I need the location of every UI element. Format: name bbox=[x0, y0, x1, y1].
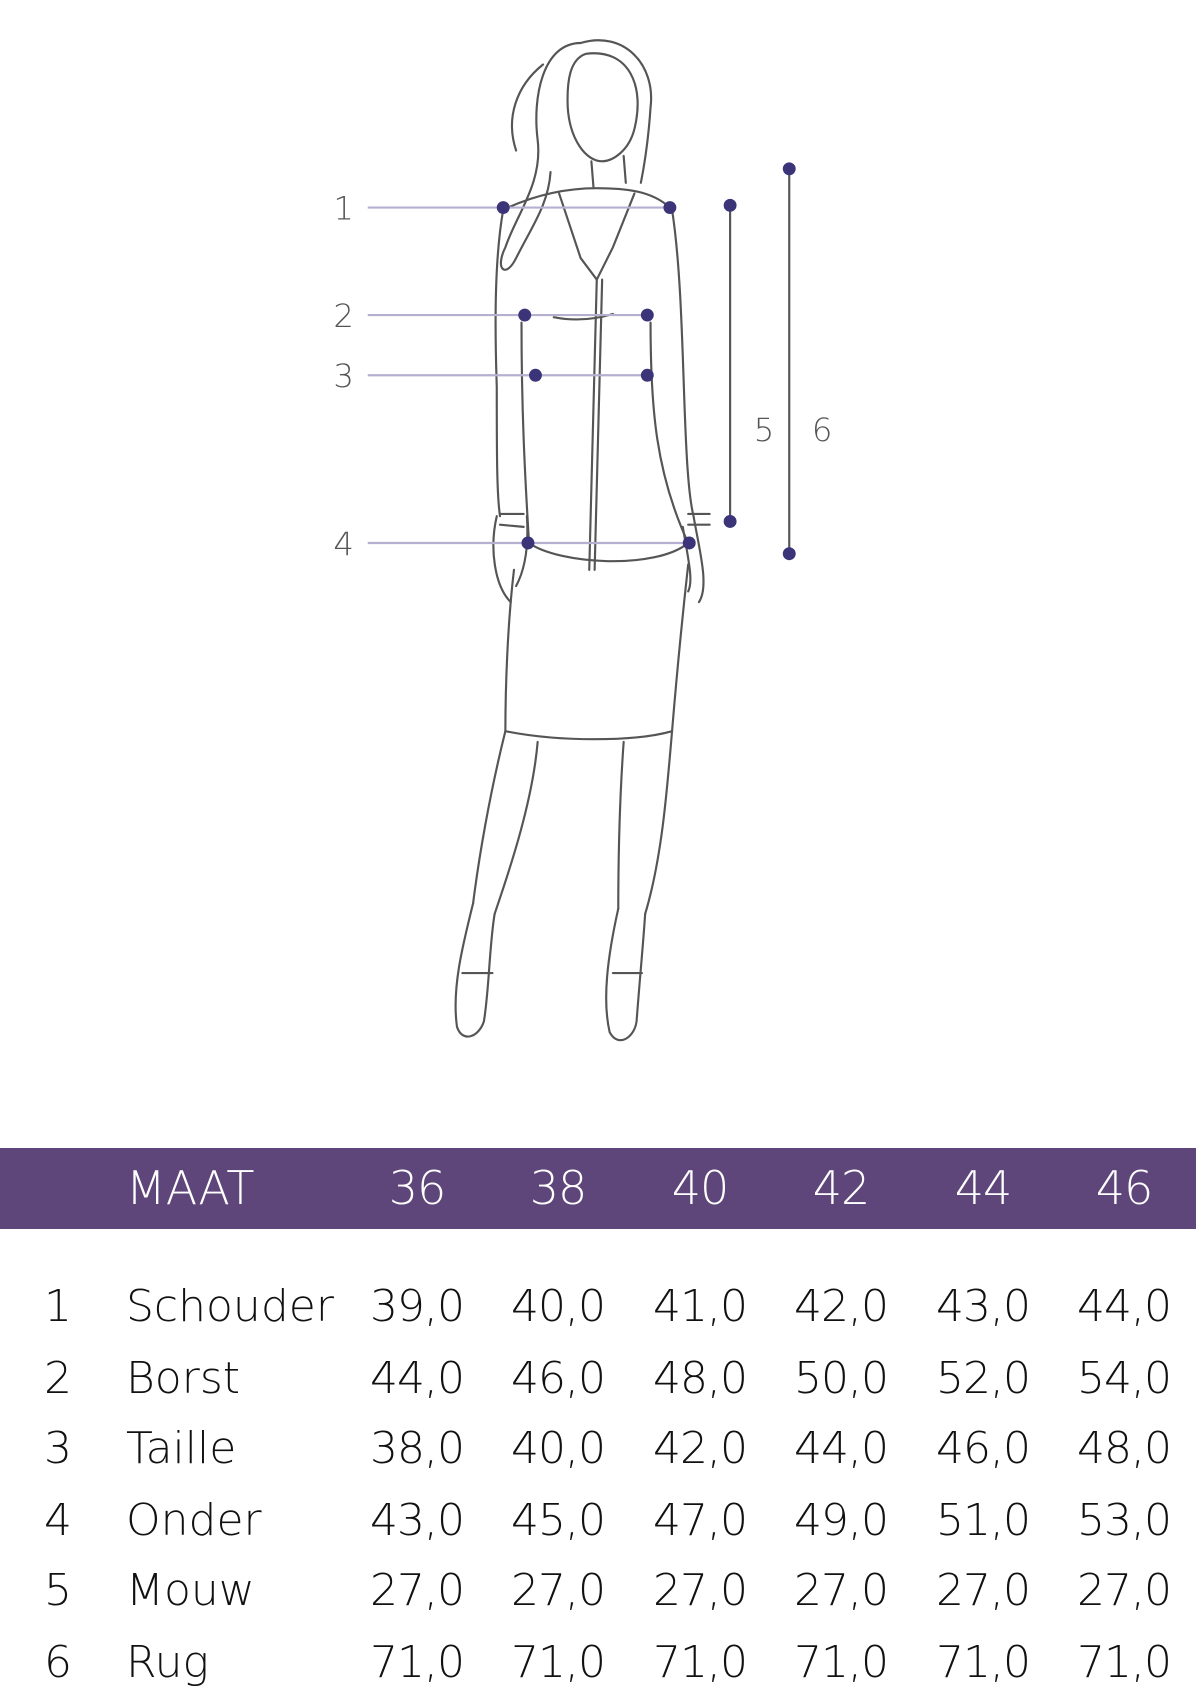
table-row: 1 Schouder 39,0 40,0 41,0 42,0 43,0 44,0 bbox=[0, 1277, 1200, 1337]
row-number: 5 bbox=[44, 1565, 72, 1616]
table-row: 4 Onder 43,0 45,0 47,0 49,0 51,0 53,0 bbox=[0, 1491, 1200, 1551]
row-value: 39,0 bbox=[370, 1281, 465, 1332]
header-size: 42 bbox=[812, 1161, 871, 1215]
row-value: 52,0 bbox=[936, 1353, 1031, 1404]
row-value: 54,0 bbox=[1077, 1353, 1172, 1404]
table-row: 6 Rug 71,0 71,0 71,0 71,0 71,0 71,0 bbox=[0, 1633, 1200, 1693]
row-value: 44,0 bbox=[794, 1423, 889, 1474]
measure-label-4: 4 bbox=[333, 525, 354, 563]
row-value: 49,0 bbox=[794, 1495, 889, 1546]
row-label: Onder bbox=[126, 1495, 262, 1546]
row-number: 1 bbox=[44, 1281, 72, 1332]
header-size: 44 bbox=[954, 1161, 1013, 1215]
row-value: 51,0 bbox=[936, 1495, 1031, 1546]
row-value: 50,0 bbox=[794, 1353, 889, 1404]
row-value: 71,0 bbox=[653, 1637, 748, 1688]
row-value: 48,0 bbox=[653, 1353, 748, 1404]
header-size: 40 bbox=[671, 1161, 730, 1215]
row-value: 42,0 bbox=[653, 1423, 748, 1474]
row-value: 27,0 bbox=[653, 1565, 748, 1616]
row-label: Borst bbox=[126, 1353, 240, 1404]
row-value: 27,0 bbox=[936, 1565, 1031, 1616]
row-value: 45,0 bbox=[511, 1495, 606, 1546]
header-size: 36 bbox=[388, 1161, 447, 1215]
row-number: 6 bbox=[44, 1637, 72, 1688]
row-value: 43,0 bbox=[936, 1281, 1031, 1332]
header-size: 38 bbox=[529, 1161, 588, 1215]
row-value: 27,0 bbox=[1077, 1565, 1172, 1616]
measure-label-1: 1 bbox=[333, 189, 354, 227]
table-row: 2 Borst 44,0 46,0 48,0 50,0 52,0 54,0 bbox=[0, 1349, 1200, 1409]
header-size: 46 bbox=[1095, 1161, 1154, 1215]
table-row: 3 Taille 38,0 40,0 42,0 44,0 46,0 48,0 bbox=[0, 1419, 1200, 1479]
woman-outline-drawing bbox=[454, 39, 711, 1042]
row-value: 40,0 bbox=[511, 1281, 606, 1332]
measurement-dots bbox=[496, 162, 796, 561]
row-value: 27,0 bbox=[794, 1565, 889, 1616]
row-value: 71,0 bbox=[936, 1637, 1031, 1688]
row-value: 71,0 bbox=[511, 1637, 606, 1688]
row-value: 53,0 bbox=[1077, 1495, 1172, 1546]
row-number: 3 bbox=[44, 1423, 72, 1474]
measure-label-3: 3 bbox=[333, 357, 354, 395]
row-value: 44,0 bbox=[1077, 1281, 1172, 1332]
measure-label-2: 2 bbox=[333, 297, 354, 335]
row-value: 44,0 bbox=[370, 1353, 465, 1404]
row-value: 71,0 bbox=[1077, 1637, 1172, 1688]
row-number: 2 bbox=[44, 1353, 72, 1404]
row-value: 43,0 bbox=[370, 1495, 465, 1546]
row-value: 47,0 bbox=[653, 1495, 748, 1546]
row-value: 42,0 bbox=[794, 1281, 889, 1332]
measurement-lines bbox=[367, 168, 791, 554]
row-label: Schouder bbox=[126, 1281, 334, 1332]
row-value: 46,0 bbox=[511, 1353, 606, 1404]
header-maat: MAAT bbox=[126, 1161, 255, 1215]
row-label: Mouw bbox=[126, 1565, 255, 1616]
row-value: 27,0 bbox=[511, 1565, 606, 1616]
measure-label-6: 6 bbox=[812, 411, 833, 449]
row-value: 48,0 bbox=[1077, 1423, 1172, 1474]
row-value: 40,0 bbox=[511, 1423, 606, 1474]
row-value: 41,0 bbox=[653, 1281, 748, 1332]
row-value: 71,0 bbox=[794, 1637, 889, 1688]
row-number: 4 bbox=[44, 1495, 72, 1546]
row-value: 27,0 bbox=[370, 1565, 465, 1616]
row-value: 71,0 bbox=[370, 1637, 465, 1688]
row-value: 38,0 bbox=[370, 1423, 465, 1474]
row-label: Taille bbox=[126, 1423, 237, 1474]
size-table-header: MAAT 36 38 40 42 44 46 bbox=[0, 1148, 1196, 1229]
figure-sketch: 1 2 3 4 5 6 bbox=[333, 39, 833, 1042]
table-row: 5 Mouw 27,0 27,0 27,0 27,0 27,0 27,0 bbox=[0, 1561, 1200, 1621]
measure-label-5: 5 bbox=[754, 411, 775, 449]
row-value: 46,0 bbox=[936, 1423, 1031, 1474]
row-label: Rug bbox=[126, 1637, 209, 1688]
